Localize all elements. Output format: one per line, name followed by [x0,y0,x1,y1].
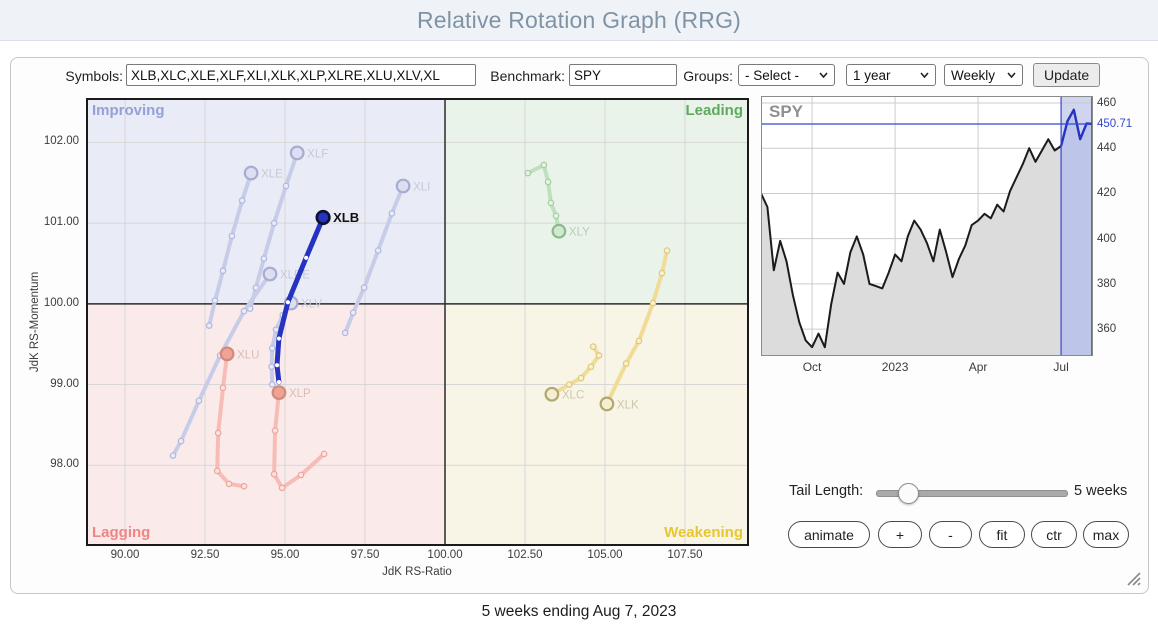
trail-label-XLE: XLE [261,169,283,181]
groups-select-value: - Select - [745,67,800,83]
trail-head-XLF[interactable] [289,145,305,161]
trail-label-XLI: XLI [413,181,430,193]
trail-label-XLK: XLK [617,399,639,411]
animate-button[interactable]: animate [788,521,870,548]
trail-XLU[interactable]: XLU [213,346,259,490]
trail-label-XLF: XLF [307,148,328,160]
trail-XLC[interactable]: XLC [544,343,603,402]
title-bar: Relative Rotation Graph (RRG) [0,0,1158,41]
max-button[interactable]: max [1083,521,1129,548]
zoom-in-button[interactable]: + [878,521,922,548]
tail-length-slider-thumb[interactable] [898,483,920,504]
trail-XLB[interactable]: XLB [274,209,359,385]
trail-XLI[interactable]: XLI [341,178,430,337]
ctr-button[interactable]: ctr [1031,521,1077,548]
spy-benchmark-chart[interactable] [761,96,1093,356]
trail-label-XLC: XLC [562,390,584,402]
quadrant-label-weakening: Weakening [664,524,743,541]
rrg-chart[interactable]: Improving Leading Lagging Weakening XLE XLF XL… [86,98,749,546]
trail-head-XLRE[interactable] [262,266,278,282]
date-range-caption: 5 weeks ending Aug 7, 2023 [481,603,677,620]
benchmark-input[interactable] [569,64,677,86]
fit-button[interactable]: fit [979,521,1025,548]
trail-head-XLY[interactable] [551,223,567,239]
trail-label-XLB: XLB [333,210,359,225]
spy-last-price: 450.71 [1097,118,1133,130]
rrg-panel: Symbols: Benchmark: Groups: - Select - 1… [10,57,1149,594]
trail-head-XLP[interactable] [271,385,287,401]
benchmark-label: Benchmark: [490,68,565,84]
rrg-y-axis-label: JdK RS-Momentum [29,271,41,373]
rrg-x-axis-label: JdK RS-Ratio [382,566,452,578]
quadrant-label-improving: Improving [92,102,165,119]
quadrant-label-lagging: Lagging [92,524,150,541]
trail-head-XLE[interactable] [243,165,259,181]
trail-label-XLY: XLY [569,227,590,239]
spy-chart-title: SPY [769,102,804,121]
chevron-down-icon [819,72,828,78]
trail-head-XLI[interactable] [395,178,411,194]
page-title: Relative Rotation Graph (RRG) [416,7,742,33]
trail-head-XLK[interactable] [599,396,615,412]
tail-length-slider-track[interactable] [876,490,1068,497]
symbols-label: Symbols: [65,68,123,84]
symbols-input[interactable] [126,64,476,86]
zoom-out-button[interactable]: - [929,521,972,548]
period-select-value: 1 year [853,67,891,83]
period-select[interactable]: 1 year [846,64,936,86]
trail-head-XLC[interactable] [544,386,560,402]
interval-select-value: Weekly [951,67,996,83]
trail-label-XLP: XLP [289,388,311,400]
groups-select[interactable]: - Select - [738,64,835,86]
interval-select[interactable]: Weekly [944,64,1023,86]
chevron-down-icon [1007,72,1016,78]
update-button[interactable]: Update [1033,63,1101,87]
tail-length-value: 5 weeks [1074,483,1128,499]
trail-label-XLV: XLV [301,299,322,311]
groups-label: Groups: [683,68,733,84]
resize-handle-icon[interactable] [1124,569,1141,586]
trail-head-XLU[interactable] [219,346,235,362]
trail-XLK[interactable]: XLK [599,247,671,412]
tail-length-label: Tail Length: [789,483,864,499]
trail-XLP[interactable]: XLP [270,385,328,492]
trail-XLY[interactable]: XLY [524,161,590,239]
trail-XLE[interactable]: XLE [205,165,283,329]
trail-label-XLU: XLU [237,349,259,361]
trail-head-XLB[interactable] [315,209,331,226]
trail-XLF[interactable]: XLF [246,145,328,313]
chevron-down-icon [920,72,929,78]
quadrant-label-leading: Leading [685,102,743,119]
